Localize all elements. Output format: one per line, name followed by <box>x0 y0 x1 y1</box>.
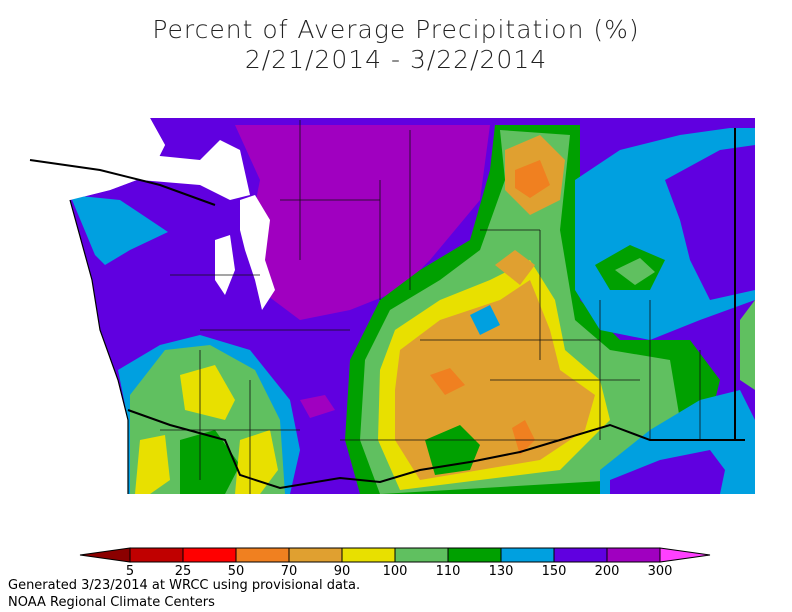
region <box>470 305 500 335</box>
legend-swatch <box>447 547 502 563</box>
region <box>615 258 655 285</box>
region <box>515 160 550 198</box>
legend-label: 100 <box>383 564 408 579</box>
title: Percent of Average Precipitation (%) <box>152 15 640 44</box>
legend-label: 90 <box>334 564 351 579</box>
ocean <box>37 118 165 494</box>
region <box>235 430 278 494</box>
columbia-river <box>127 409 745 490</box>
legend-swatch <box>606 547 661 563</box>
legend-label: 70 <box>281 564 298 579</box>
legend-arrow <box>659 547 711 563</box>
legend-swatch <box>553 547 608 563</box>
legend: 5 25 50 70 90 100 110 130 150 200 300 <box>79 547 711 579</box>
legend-label: 25 <box>175 564 192 579</box>
legend-swatch <box>129 547 184 563</box>
region <box>610 450 725 494</box>
legend-arrow <box>79 547 131 563</box>
puget-sound <box>60 140 250 200</box>
state-border <box>29 128 736 440</box>
coastline <box>69 199 129 494</box>
region <box>430 368 465 395</box>
puget-sound <box>215 235 235 295</box>
region <box>512 420 535 455</box>
region <box>70 195 168 265</box>
legend-label: 110 <box>436 564 461 579</box>
legend-swatch <box>394 547 449 563</box>
legend-swatch <box>288 547 343 563</box>
legend-swatch <box>235 547 290 563</box>
footer-note: Generated 3/23/2014 at WRCC using provis… <box>8 578 361 593</box>
footer-note: NOAA Regional Climate Centers <box>8 595 215 610</box>
precipitation-map <box>29 118 755 494</box>
region <box>300 395 335 418</box>
region <box>235 125 490 320</box>
legend-label: 200 <box>595 564 620 579</box>
region <box>740 300 755 390</box>
legend-swatch <box>341 547 396 563</box>
legend-label: 50 <box>228 564 245 579</box>
legend-label: 5 <box>126 564 134 579</box>
legend-label: 130 <box>489 564 514 579</box>
legend-label: 150 <box>542 564 567 579</box>
region <box>135 435 170 494</box>
region <box>180 430 240 494</box>
region <box>495 250 535 285</box>
legend-swatch <box>182 547 237 563</box>
region <box>665 145 755 300</box>
county-line <box>160 120 701 494</box>
date-range: 2/21/2014 - 3/22/2014 <box>244 45 548 74</box>
legend-swatch <box>500 547 555 563</box>
region <box>180 365 235 420</box>
puget-sound <box>240 195 275 310</box>
legend-label: 300 <box>648 564 673 579</box>
